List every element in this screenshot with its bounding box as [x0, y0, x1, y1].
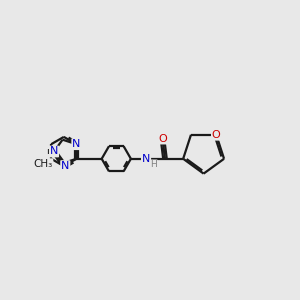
- Text: N: N: [50, 146, 58, 157]
- Text: O: O: [158, 134, 167, 144]
- Text: CH₃: CH₃: [33, 159, 52, 169]
- Text: N: N: [72, 139, 81, 149]
- Text: O: O: [212, 130, 220, 140]
- Text: N: N: [142, 154, 150, 164]
- Text: H: H: [150, 160, 157, 169]
- Text: N: N: [61, 161, 70, 171]
